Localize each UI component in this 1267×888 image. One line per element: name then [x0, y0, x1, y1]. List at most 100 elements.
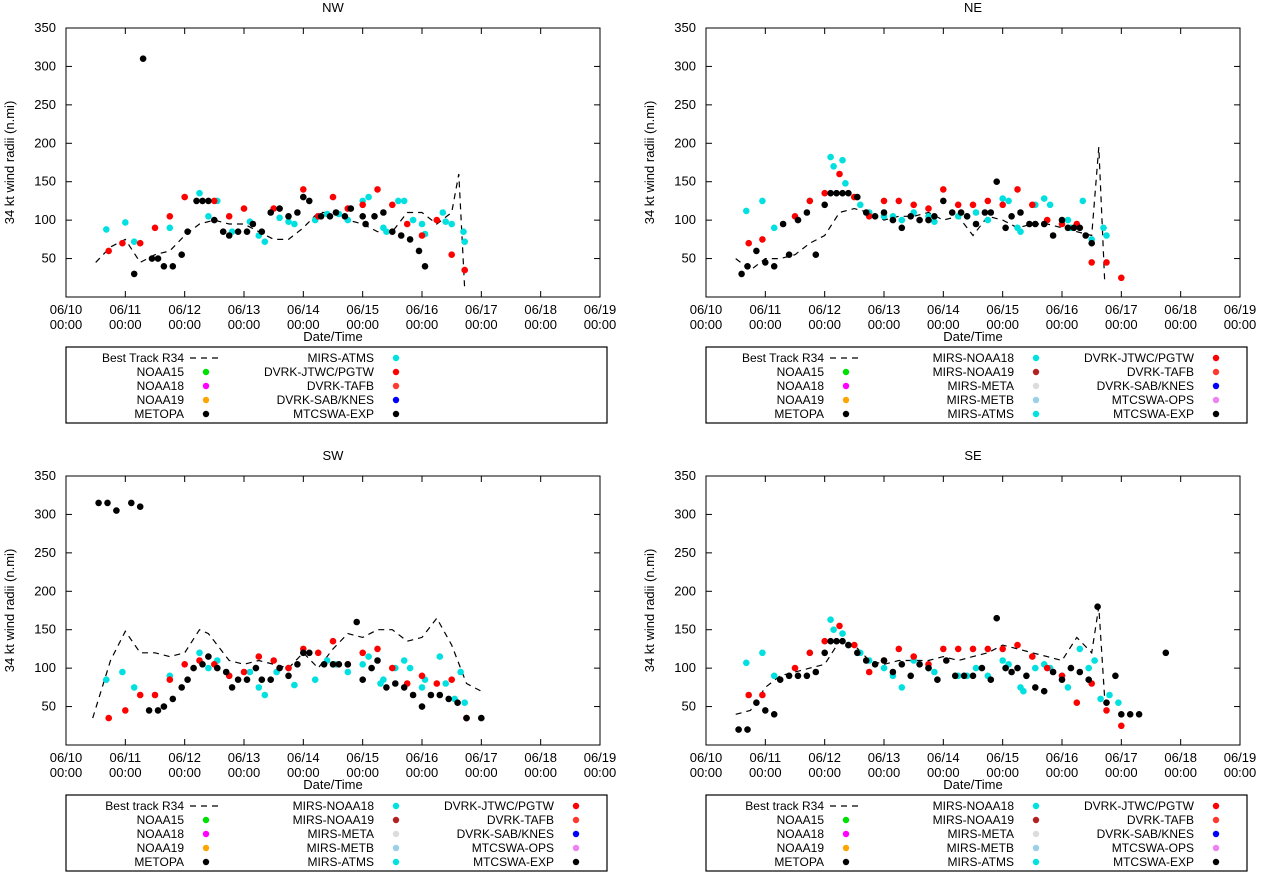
y-tick-label: 200 [674, 583, 696, 598]
point-mirs-atms [418, 220, 426, 228]
point-mtcswa-exp [862, 209, 870, 216]
point-dvrk-jtwc-pgtw [461, 266, 469, 274]
legend-dot-marker [1212, 368, 1220, 376]
x-tick-label-time: 00:00 [1164, 317, 1197, 332]
x-tick-label-date: 06/13 [868, 750, 901, 765]
point-mirs-atms [830, 626, 837, 633]
point-mirs-atms [196, 649, 203, 657]
legend-box [705, 346, 1248, 424]
point-mtcswa-exp [839, 189, 846, 197]
x-tick-label-date: 06/12 [168, 750, 201, 765]
legend-dot-marker [842, 830, 850, 838]
chart-title: NW [322, 0, 344, 15]
x-tick-label-time: 00:00 [868, 317, 901, 332]
point-mtcswa-exp [854, 649, 861, 657]
point-mirs-atms [1100, 224, 1107, 232]
legend-dot-marker [392, 816, 400, 824]
x-tick-label-date: 06/18 [524, 750, 557, 765]
x-axis-label: Date/Time [943, 777, 1002, 792]
point-dvrk-jtwc-pgtw [181, 661, 188, 668]
point-mirs-atms [999, 657, 1006, 664]
legend-dot-marker [202, 844, 210, 852]
point-mirs-atms [1076, 645, 1084, 653]
x-tick-label-date: 06/15 [346, 750, 379, 765]
point-mtcswa-exp [779, 220, 787, 228]
x-tick-label-time: 00:00 [524, 317, 557, 332]
x-tick-label-date: 06/14 [927, 302, 960, 317]
legend-label: MIRS-ATMS [948, 407, 1014, 421]
legend-label: MTCSWA-OPS [1112, 393, 1194, 407]
x-tick-label-time: 00:00 [1046, 317, 1079, 332]
point-dvrk-jtwc-pgtw [418, 672, 426, 680]
legend-label: NOAA18 [137, 827, 185, 841]
y-tick-label: 100 [674, 660, 696, 675]
point-dvrk-jtwc-pgtw [940, 186, 947, 193]
point-mtcswa-exp [1064, 224, 1072, 232]
point-mtcswa-exp [1058, 216, 1066, 224]
point-mirs-atms [1085, 664, 1092, 672]
y-tick-label: 300 [34, 58, 56, 73]
point-mirs-atms [130, 238, 138, 245]
legend-label: MIRS-ATMS [948, 855, 1014, 869]
x-tick-label-date: 06/17 [1105, 750, 1138, 765]
point-mtcswa-exp [839, 637, 846, 645]
point-mirs-atms [1040, 195, 1048, 202]
x-tick-label-date: 06/19 [1224, 302, 1257, 317]
point-mtcswa-exp [205, 653, 212, 660]
y-tick-label: 150 [674, 622, 696, 637]
point-mtcswa-exp [880, 657, 888, 664]
legend-dot-marker [202, 368, 210, 376]
point-mirs-atms [409, 216, 417, 224]
point-mtcswa-exp [353, 618, 361, 626]
point-mirs-atms [770, 224, 778, 232]
point-mtcswa-exp [1112, 672, 1119, 680]
point-mtcswa-exp [776, 676, 784, 683]
legend-label: MTCSWA-EXP [1113, 855, 1194, 869]
point-mtcswa-exp [249, 220, 257, 228]
point-dvrk-jtwc-pgtw [105, 714, 112, 722]
x-tick-label-date: 06/14 [927, 750, 960, 765]
point-mirs-atms [972, 209, 980, 216]
legend-dot-marker [202, 858, 210, 866]
x-tick-label-date: 06/16 [1046, 750, 1079, 765]
chart-panel-se: SE 50 100 150 200 250 300 350 06/10 00:00 06/11 00:… [640, 448, 1267, 883]
point-dvrk-jtwc-pgtw [211, 197, 218, 205]
point-mtcswa-exp [285, 672, 292, 680]
legend-label: MTCSWA-EXP [1113, 407, 1194, 421]
legend-label: MIRS-META [948, 379, 1014, 393]
legend-dot-marker [1212, 410, 1220, 418]
y-tick-label: 300 [674, 58, 696, 73]
point-mtcswa-exp [1088, 239, 1095, 247]
point-mtcswa-exp [193, 197, 200, 205]
chart-title: SW [323, 448, 345, 463]
point-mtcswa-exp [148, 255, 156, 262]
point-mtcswa-exp [1049, 668, 1057, 676]
point-mtcswa-exp [871, 661, 879, 668]
point-mirs-atms [1079, 197, 1087, 205]
point-mtcswa-exp [392, 680, 399, 687]
plot-area [735, 147, 1125, 282]
point-dvrk-jtwc-pgtw [851, 641, 858, 649]
point-mtcswa-exp [925, 216, 932, 224]
point-mtcswa-exp [225, 232, 233, 239]
point-dvrk-jtwc-pgtw [374, 645, 381, 653]
x-tick-label-date: 06/14 [287, 750, 320, 765]
point-mtcswa-exp [770, 263, 778, 270]
legend-dot-marker [1212, 802, 1220, 810]
point-mtcswa-exp [871, 213, 879, 220]
x-tick-label-time: 00:00 [406, 317, 439, 332]
point-mirs-atms [827, 616, 834, 623]
point-mtcswa-exp [762, 707, 769, 714]
point-mtcswa-exp [1008, 213, 1015, 220]
point-mtcswa-exp [184, 228, 191, 235]
x-tick-label-date: 06/11 [110, 302, 142, 317]
point-mtcswa-exp [436, 691, 444, 699]
point-mirs-atms [759, 197, 766, 205]
point-mtcswa-exp [267, 209, 275, 216]
legend-label: DVRK-SAB/KNES [457, 827, 554, 841]
point-mirs-atms [839, 630, 846, 637]
point-mirs-atms [461, 238, 469, 245]
point-mtcswa-exp [1067, 664, 1075, 672]
y-axis-label: 34 kt wind radii (n.mi) [2, 549, 17, 673]
point-dvrk-jtwc-pgtw [745, 691, 752, 699]
